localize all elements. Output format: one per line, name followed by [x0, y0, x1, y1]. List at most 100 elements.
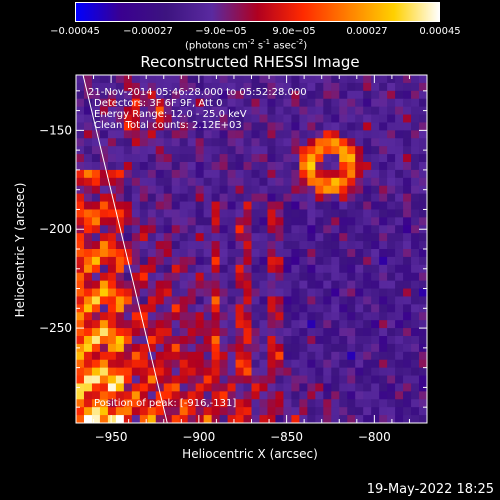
- heatmap-cell: [395, 399, 404, 408]
- heatmap-cell: [235, 351, 245, 361]
- heatmap-cell: [267, 312, 277, 321]
- heatmap-cell: [299, 336, 308, 345]
- heatmap-cell: [139, 217, 149, 226]
- heatmap-cell: [155, 320, 165, 329]
- heatmap-cell: [179, 304, 189, 313]
- heatmap-cell: [355, 233, 364, 242]
- heatmap-cell: [179, 399, 189, 408]
- heatmap-cell: [187, 288, 197, 298]
- heatmap-cell: [235, 320, 245, 329]
- heatmap-cell: [331, 114, 340, 124]
- heatmap-cell: [283, 241, 292, 250]
- heatmap-cell: [403, 320, 412, 329]
- heatmap-cell: [123, 146, 133, 155]
- heatmap-cell: [179, 264, 189, 274]
- heatmap-cell: [347, 328, 356, 337]
- heatmap-cell: [331, 399, 340, 408]
- heatmap-cell: [99, 359, 109, 369]
- heatmap-cell: [243, 82, 253, 92]
- heatmap-cell: [171, 130, 181, 139]
- heatmap-cell: [291, 82, 300, 92]
- heatmap-cell: [315, 82, 324, 92]
- heatmap-cell: [291, 217, 300, 226]
- heatmap-cell: [395, 90, 404, 100]
- heatmap-cell: [363, 106, 372, 116]
- heatmap-cell: [171, 367, 181, 377]
- heatmap-cell: [291, 185, 300, 195]
- heatmap-cell: [155, 407, 165, 416]
- heatmap-cell: [371, 146, 380, 155]
- x-axis-label: Heliocentric X (arcsec): [182, 447, 318, 461]
- heatmap-cell: [155, 138, 165, 147]
- heatmap-cell: [339, 407, 348, 416]
- heatmap-cell: [147, 138, 157, 147]
- heatmap-cell: [275, 272, 285, 282]
- heatmap-cell: [283, 217, 292, 226]
- heatmap-cell: [83, 138, 93, 147]
- heatmap-cell: [275, 343, 285, 353]
- heatmap-cell: [171, 82, 181, 92]
- heatmap-cell: [243, 391, 253, 400]
- heatmap-cell: [331, 256, 340, 266]
- heatmap-cell: [211, 241, 221, 250]
- heatmap-cell: [315, 241, 324, 250]
- heatmap-cell: [211, 320, 221, 329]
- heatmap-cell: [283, 351, 292, 361]
- heatmap-cell: [83, 296, 93, 305]
- heatmap-cell: [195, 272, 205, 282]
- heatmap-cell: [267, 177, 277, 187]
- heatmap-cell: [171, 177, 181, 187]
- heatmap-cell: [251, 162, 261, 171]
- heatmap-cell: [203, 241, 213, 250]
- heatmap-cell: [347, 75, 356, 84]
- heatmap-cell: [403, 193, 412, 203]
- heatmap-cell: [187, 177, 197, 187]
- heatmap-cell: [307, 391, 316, 400]
- heatmap-cell: [387, 114, 396, 124]
- heatmap-cell: [379, 272, 388, 282]
- heatmap-cell: [115, 169, 125, 179]
- heatmap-cell: [355, 130, 364, 139]
- heatmap-cell: [363, 304, 372, 313]
- heatmap-cell: [283, 201, 292, 211]
- heatmap-cell: [179, 130, 189, 139]
- heatmap-cell: [363, 209, 372, 218]
- heatmap-cell: [347, 415, 356, 423]
- heatmap-cell: [275, 241, 285, 250]
- heatmap-cell: [243, 375, 253, 385]
- heatmap-cell: [299, 177, 308, 187]
- heatmap-cell: [147, 90, 157, 100]
- heatmap-cell: [331, 264, 340, 274]
- heatmap-cell: [355, 201, 364, 211]
- heatmap-cell: [355, 359, 364, 369]
- heatmap-cell: [219, 383, 229, 392]
- heatmap-cell: [299, 98, 308, 108]
- heatmap-cell: [355, 177, 364, 187]
- heatmap-cell: [83, 407, 93, 416]
- heatmap-cell: [347, 256, 356, 266]
- heatmap-cell: [275, 233, 285, 242]
- heatmap-cell: [411, 90, 420, 100]
- heatmap-cell: [307, 399, 316, 408]
- heatmap-cell: [227, 367, 237, 377]
- heatmap-cell: [227, 415, 237, 423]
- heatmap-cell: [139, 312, 149, 321]
- heatmap-cell: [411, 114, 420, 124]
- heatmap-cell: [371, 249, 380, 258]
- heatmap-cell: [179, 225, 189, 234]
- heatmap-cell: [163, 312, 173, 321]
- heatmap-cell: [387, 169, 396, 179]
- heatmap-cell: [291, 201, 300, 211]
- heatmap-cell: [91, 130, 101, 139]
- heatmap-cell: [243, 304, 253, 313]
- heatmap-cell: [307, 146, 316, 155]
- heatmap-cell: [251, 90, 261, 100]
- heatmap-cell: [419, 407, 427, 416]
- heatmap-cell: [251, 359, 261, 369]
- heatmap-cell: [315, 185, 324, 195]
- heatmap-cell: [331, 146, 340, 155]
- heatmap-cell: [187, 351, 197, 361]
- heatmap-cell: [411, 312, 420, 321]
- heatmap-cell: [163, 75, 173, 84]
- heatmap-cell: [107, 399, 117, 408]
